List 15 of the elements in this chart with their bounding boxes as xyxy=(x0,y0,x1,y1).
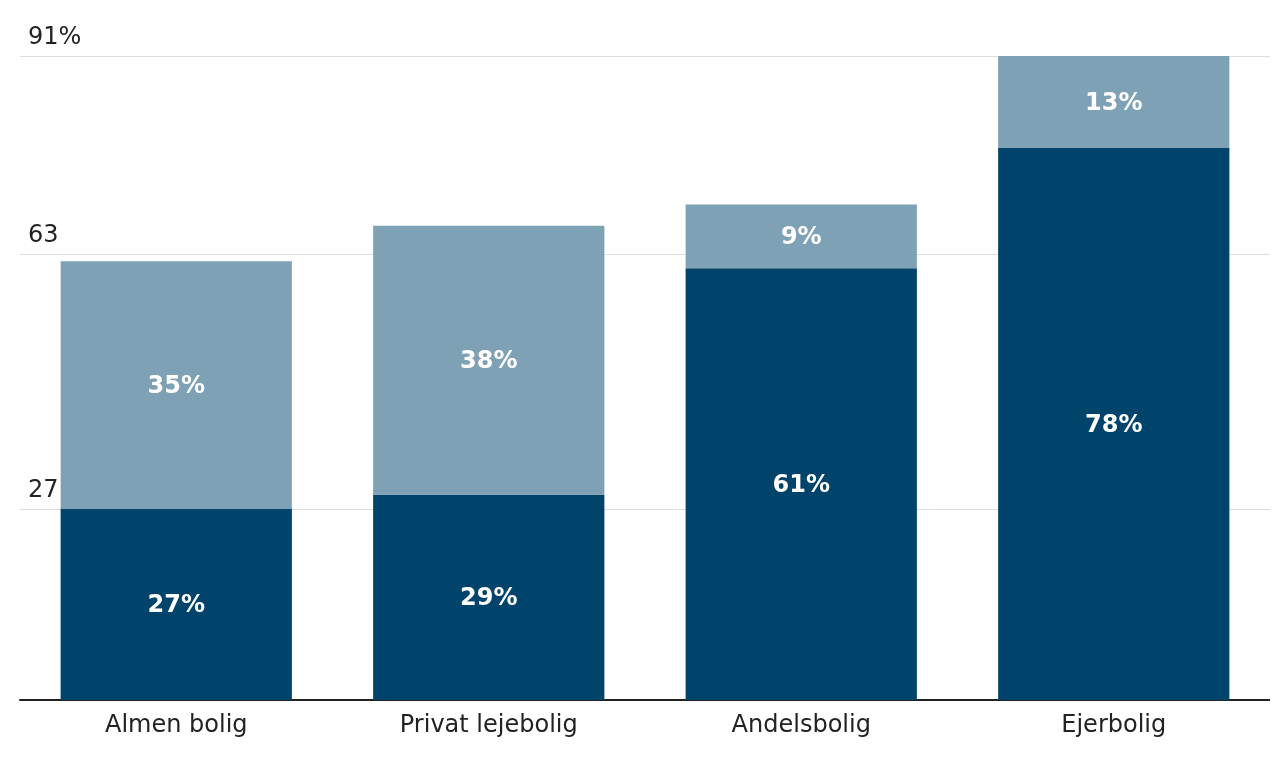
x-tick-label: Ejerbolig xyxy=(1061,710,1167,738)
data-label: 27% xyxy=(147,590,205,619)
data-label: 61% xyxy=(772,470,830,499)
data-label: 38% xyxy=(460,346,518,375)
x-tick-label: Privat lejebolig xyxy=(399,710,578,738)
y-tick-label: 63 xyxy=(28,220,59,249)
data-label: 78% xyxy=(1085,410,1143,438)
data-label: 29% xyxy=(460,583,518,612)
y-tick-label: 91% xyxy=(28,22,82,50)
x-tick-label: Andelsbolig xyxy=(731,710,871,738)
data-label: 13% xyxy=(1085,88,1143,116)
data-label: 35% xyxy=(147,371,205,400)
x-tick-label: Almen bolig xyxy=(104,710,248,738)
y-tick-label: 27 xyxy=(28,474,59,503)
data-label: 9% xyxy=(780,222,822,251)
